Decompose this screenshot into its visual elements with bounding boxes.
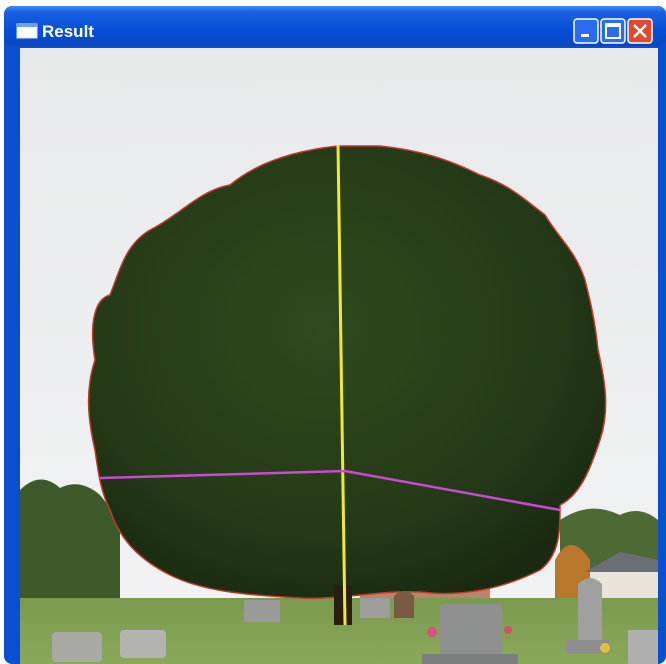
gravestone <box>120 630 166 658</box>
tree-trunk <box>334 585 352 625</box>
flowers <box>600 643 610 653</box>
flowers <box>504 626 512 634</box>
maximize-glyph-top[interactable] <box>606 24 620 27</box>
gravestone <box>394 591 414 618</box>
gravestone <box>578 578 602 640</box>
minimize-button[interactable] <box>574 19 598 43</box>
gravestone <box>440 604 502 656</box>
gravestone <box>360 598 390 618</box>
gravestone <box>628 630 658 664</box>
maximize-bg[interactable] <box>601 19 625 43</box>
window-icon-bar <box>17 24 37 27</box>
maximize-button[interactable] <box>601 19 625 43</box>
minimize-bg[interactable] <box>574 19 598 43</box>
title-bar <box>4 6 666 46</box>
flowers <box>427 627 437 637</box>
window: Result <box>0 0 666 664</box>
minimize-glyph[interactable] <box>581 34 589 37</box>
result-image <box>20 48 658 664</box>
gravestone <box>52 632 102 662</box>
window-title: Result <box>42 22 94 41</box>
close-button[interactable] <box>628 19 652 43</box>
gravestone <box>244 600 280 622</box>
gravestone-base <box>422 654 518 664</box>
